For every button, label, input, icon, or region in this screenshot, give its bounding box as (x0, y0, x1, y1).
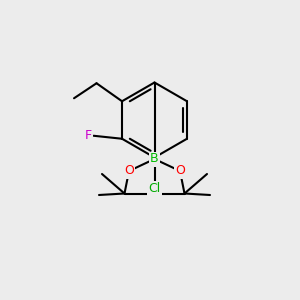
Text: F: F (85, 129, 92, 142)
Text: B: B (150, 152, 159, 166)
Text: Cl: Cl (148, 182, 160, 195)
Text: O: O (124, 164, 134, 178)
Text: O: O (175, 164, 185, 178)
